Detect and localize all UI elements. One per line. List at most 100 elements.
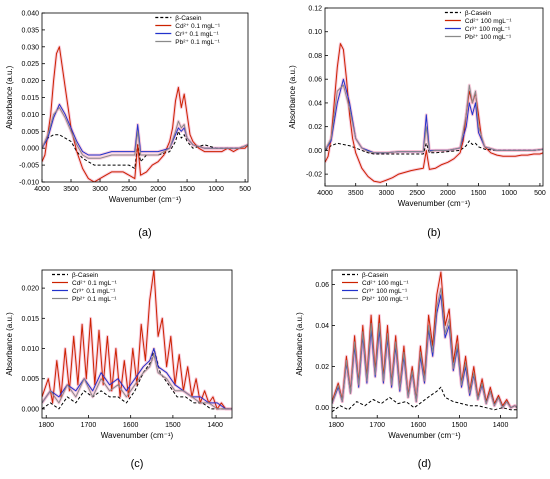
- legend-label-cd: Cd²⁺ 0.1 mgL⁻¹: [175, 23, 221, 30]
- y-tick-label: 0.030: [21, 44, 39, 51]
- x-tick-label: 2000: [150, 186, 166, 193]
- x-tick-label: 2500: [121, 186, 137, 193]
- x-tick-label: 1400: [207, 422, 223, 429]
- series-line-pb: [42, 107, 248, 159]
- y-axis-label: Absorbance (a.u.): [288, 65, 297, 129]
- y-tick-label: 0.00: [308, 148, 322, 155]
- legend-label-pb: Pb²⁺ 0.1 mgL⁻¹: [175, 39, 220, 46]
- series-halo-cd: [325, 42, 543, 184]
- x-tick-label: 1500: [165, 422, 181, 429]
- legend-label-casein: β-Casein: [362, 272, 389, 279]
- y-tick-label: 0.04: [315, 323, 329, 330]
- y-axis-label: Absorbance (a.u.): [295, 312, 304, 376]
- panel-d: 0.00 0.02 0.04 0.06 1800 1700 1600 1500 1400 Wave…: [295, 269, 518, 470]
- series-line-cd: [42, 270, 232, 410]
- y-tick-label: 0.08: [308, 53, 322, 60]
- y-tick-label: 0.12: [308, 6, 322, 13]
- y-tick-label: 0.015: [21, 316, 39, 323]
- x-tick-label: 1800: [38, 422, 54, 429]
- legend-label-cd: Cd²⁺ 0.1 mgL⁻¹: [72, 280, 118, 287]
- y-tick-label: 0.06: [308, 77, 322, 84]
- y-tick-label: 0.02: [315, 364, 329, 371]
- series-line-pb: [332, 288, 517, 409]
- y-tick-label: -0.010: [19, 180, 39, 187]
- x-axis-label: Wavenumber (cm⁻¹): [101, 431, 174, 440]
- y-tick-label: 0.010: [21, 346, 39, 353]
- x-tick-label: 1500: [179, 186, 195, 193]
- panel-a: -0.010 -0.005 0.000 0.005 0.010 0.015 0.020 0.0…: [5, 11, 251, 240]
- series-group: [42, 270, 232, 411]
- x-tick-label: 2000: [440, 190, 456, 197]
- series-line-casein: [332, 386, 517, 413]
- series-line-pb: [42, 354, 232, 410]
- legend-label-cd: Cd²⁺ 100 mgL⁻¹: [465, 18, 512, 25]
- x-tick-label: 1000: [208, 186, 224, 193]
- y-tick-label: -0.02: [306, 172, 322, 179]
- y-axis-label: Absorbance (a.u.): [5, 312, 14, 376]
- y-tick-label: 0.020: [21, 286, 39, 293]
- series-halo-cd: [42, 45, 248, 182]
- x-tick-label: 3500: [63, 186, 79, 193]
- series-line-cr: [42, 348, 232, 410]
- x-tick-label: 1600: [411, 422, 427, 429]
- series-line-pb: [325, 84, 543, 154]
- legend-label-pb: Pb²⁺ 100 mgL⁻¹: [465, 34, 512, 41]
- x-tick-label: 1500: [471, 190, 487, 197]
- y-tick-label: 0.020: [21, 78, 39, 85]
- x-axis-label: Wavenumber (cm⁻¹): [388, 431, 461, 440]
- plot-frame: [324, 7, 544, 187]
- series-line-casein: [42, 130, 248, 169]
- x-axis-label: Wavenumber (cm⁻¹): [109, 195, 182, 204]
- legend-label-cr: Cr³⁺ 0.1 mgL⁻¹: [175, 31, 219, 38]
- panel-label: (a): [138, 227, 151, 239]
- x-axis-label: Wavenumber (cm⁻¹): [398, 199, 471, 208]
- legend-label-cr: Cr³⁺ 0.1 mgL⁻¹: [72, 288, 116, 295]
- y-tick-label: 0.000: [21, 406, 39, 413]
- x-tick-label: 1000: [501, 190, 517, 197]
- x-tick-label: 4000: [317, 190, 333, 197]
- legend-label-casein: β-Casein: [465, 10, 492, 17]
- y-axis-label: Absorbance (a.u.): [5, 65, 14, 129]
- x-tick-label: 1600: [123, 422, 139, 429]
- y-tick-label: 0.04: [308, 100, 322, 107]
- series-group: [325, 42, 543, 184]
- x-tick-label: 1700: [81, 422, 97, 429]
- x-tick-label: 4000: [34, 186, 50, 193]
- legend-label-pb: Pb²⁺ 0.1 mgL⁻¹: [72, 296, 117, 303]
- y-tick-label: 0.06: [315, 282, 329, 289]
- y-tick-label: 0.015: [21, 95, 39, 102]
- panel-b: -0.02 0.00 0.02 0.04 0.06 0.08 0.10 0.12 4000 350…: [288, 6, 546, 240]
- plot-frame: [331, 269, 518, 419]
- legend-label-casein: β-Casein: [72, 272, 99, 279]
- y-tick-label: 0.000: [21, 146, 39, 153]
- x-tick-label: 500: [534, 190, 546, 197]
- y-tick-label: -0.005: [19, 163, 39, 170]
- y-tick-label: 0.005: [21, 129, 39, 136]
- y-tick-label: 0.005: [21, 376, 39, 383]
- y-tick-label: 0.02: [308, 124, 322, 131]
- y-tick-label: 0.040: [21, 11, 39, 18]
- x-tick-label: 1800: [328, 422, 344, 429]
- series-line-cd: [42, 46, 248, 182]
- x-tick-label: 3500: [348, 190, 364, 197]
- panel-label: (d): [418, 458, 431, 470]
- plot-frame: [41, 269, 233, 419]
- panel-label: (b): [427, 227, 440, 239]
- x-tick-label: 1400: [493, 422, 509, 429]
- legend-label-cr: Cr³⁺ 100 mgL⁻¹: [362, 288, 408, 295]
- legend-label-cr: Cr³⁺ 100 mgL⁻¹: [465, 26, 511, 33]
- series-group: [332, 270, 517, 413]
- y-tick-label: 0.025: [21, 61, 39, 68]
- y-tick-label: 0.035: [21, 27, 39, 34]
- x-tick-label: 3000: [92, 186, 108, 193]
- panel-label: (c): [131, 458, 144, 470]
- y-tick-label: 0.10: [308, 29, 322, 36]
- x-tick-label: 2500: [409, 190, 425, 197]
- legend-label-pb: Pb²⁺ 100 mgL⁻¹: [362, 296, 409, 303]
- legend-label-casein: β-Casein: [175, 15, 202, 22]
